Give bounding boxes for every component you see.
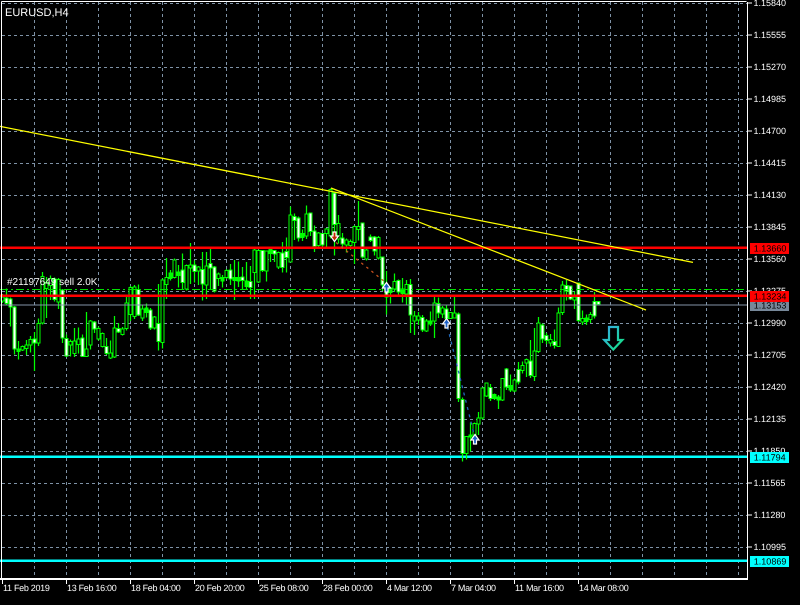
svg-text:7 Mar 04:00: 7 Mar 04:00 xyxy=(451,583,496,593)
svg-text:1.14130: 1.14130 xyxy=(754,190,787,200)
svg-text:#21197649 sell 2.0K: #21197649 sell 2.0K xyxy=(7,277,98,288)
svg-text:1.14415: 1.14415 xyxy=(754,158,787,168)
svg-text:18 Feb 04:00: 18 Feb 04:00 xyxy=(131,583,181,593)
svg-text:1.13234: 1.13234 xyxy=(754,292,787,302)
svg-text:1.15270: 1.15270 xyxy=(754,62,787,72)
svg-text:1.12705: 1.12705 xyxy=(754,350,787,360)
svg-text:1.11565: 1.11565 xyxy=(754,478,786,488)
svg-text:EURUSD,H4: EURUSD,H4 xyxy=(5,7,69,19)
svg-text:1.12135: 1.12135 xyxy=(754,414,787,424)
svg-text:1.10869: 1.10869 xyxy=(754,557,787,567)
svg-text:1.13560: 1.13560 xyxy=(754,254,787,264)
svg-text:1.15840: 1.15840 xyxy=(754,0,787,8)
svg-text:4 Mar 12:00: 4 Mar 12:00 xyxy=(387,583,432,593)
svg-text:1.14700: 1.14700 xyxy=(754,126,787,136)
svg-text:1.11850: 1.11850 xyxy=(754,446,786,456)
svg-text:1.13660: 1.13660 xyxy=(754,244,787,254)
svg-text:28 Feb 00:00: 28 Feb 00:00 xyxy=(323,583,373,593)
svg-text:1.15555: 1.15555 xyxy=(754,30,787,40)
svg-text:11 Feb 2019: 11 Feb 2019 xyxy=(3,583,50,593)
svg-text:1.12420: 1.12420 xyxy=(754,382,787,392)
svg-text:11 Mar 16:00: 11 Mar 16:00 xyxy=(515,583,564,593)
svg-text:25 Feb 08:00: 25 Feb 08:00 xyxy=(259,583,309,593)
svg-text:20 Feb 20:00: 20 Feb 20:00 xyxy=(195,583,245,593)
svg-text:1.11794: 1.11794 xyxy=(754,453,786,463)
svg-text:1.14985: 1.14985 xyxy=(754,94,787,104)
svg-text:1.12990: 1.12990 xyxy=(754,318,787,328)
svg-text:1.10995: 1.10995 xyxy=(754,542,787,552)
svg-text:14 Mar 08:00: 14 Mar 08:00 xyxy=(579,583,629,593)
svg-text:1.11280: 1.11280 xyxy=(754,510,786,520)
svg-text:1.13153: 1.13153 xyxy=(754,301,787,311)
svg-text:1.13845: 1.13845 xyxy=(754,222,787,232)
svg-text:13 Feb 16:00: 13 Feb 16:00 xyxy=(67,583,117,593)
